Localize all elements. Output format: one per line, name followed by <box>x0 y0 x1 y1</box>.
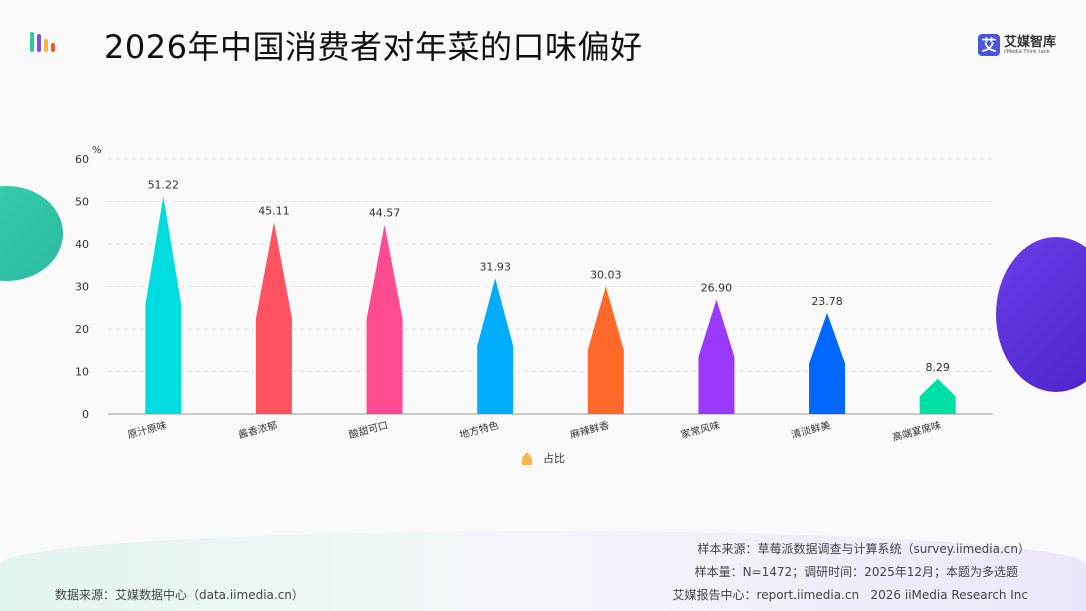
bar <box>477 278 514 414</box>
data-label: 44.57 <box>369 207 401 220</box>
brand-sub: iiMedia Think tank <box>1003 48 1050 55</box>
x-tick-label: 酸甜可口 <box>347 418 389 441</box>
y-tick-label: 0 <box>82 408 89 421</box>
bar <box>919 378 956 414</box>
bar <box>809 312 846 414</box>
bar <box>698 299 735 414</box>
page-title: 2026年中国消费者对年菜的口味偏好 <box>104 28 643 66</box>
x-tick-label: 高端宴席味 <box>891 418 943 443</box>
logo-bars-icon <box>30 32 55 52</box>
x-tick-label: 清淡鲜美 <box>790 418 832 441</box>
y-tick-label: 50 <box>75 196 89 209</box>
y-tick-label: 40 <box>75 238 89 251</box>
background-wave <box>0 531 1086 611</box>
decorative-circle-right <box>996 237 1086 392</box>
bar <box>587 286 624 414</box>
y-tick-label: 20 <box>75 323 89 336</box>
sample-source: 样本来源：草莓派数据调查与计算系统（survey.iimedia.cn） <box>697 542 1030 556</box>
data-source: 数据来源：艾媒数据中心（data.iimedia.cn） <box>55 588 304 602</box>
brand-logo: 艾 艾媒智库 iiMedia Think tank <box>977 34 1056 56</box>
legend-icon[interactable] <box>522 452 532 465</box>
y-unit-label: % <box>92 145 102 156</box>
x-tick-label: 麻辣鲜香 <box>569 418 611 441</box>
data-label: 30.03 <box>590 268 622 281</box>
data-label: 23.78 <box>811 295 843 308</box>
data-label: 8.29 <box>925 361 950 374</box>
y-tick-label: 60 <box>75 153 89 166</box>
bar <box>366 224 403 414</box>
y-tick-label: 30 <box>75 281 89 294</box>
report-center: 艾媒报告中心：report.iimedia.cn 2026 iiMedia Re… <box>672 588 1028 602</box>
brand-name: 艾媒智库 <box>1003 34 1056 50</box>
x-tick-label: 地方特色 <box>458 418 500 441</box>
data-label: 45.11 <box>258 204 290 217</box>
bar <box>255 222 292 414</box>
legend-label[interactable]: 占比 <box>543 451 565 465</box>
sample-size: 样本量：N=1472；调研时间：2025年12月；本题为多选题 <box>694 565 1018 579</box>
x-tick-label: 原汁原味 <box>126 418 168 441</box>
x-tick-label: 酱香浓郁 <box>237 418 279 441</box>
data-label: 26.90 <box>701 282 733 295</box>
data-label: 31.93 <box>479 260 511 273</box>
data-label: 51.22 <box>148 178 180 191</box>
brand-mark-icon: 艾 <box>977 34 1000 56</box>
bar <box>145 196 182 414</box>
y-tick-label: 10 <box>75 366 89 379</box>
x-tick-label: 家常风味 <box>679 418 721 441</box>
